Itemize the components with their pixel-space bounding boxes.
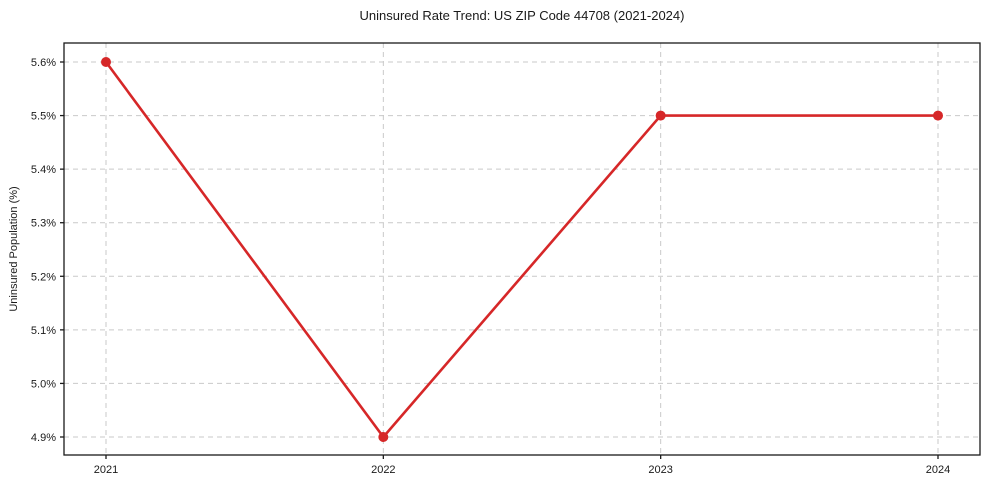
x-tick-label: 2021 (94, 464, 118, 476)
gridlines (64, 43, 980, 455)
y-axis-label: Uninsured Population (%) (8, 186, 20, 311)
trend-line (104, 60, 940, 439)
data-point (933, 110, 943, 121)
y-tick-label: 5.3% (31, 218, 56, 230)
plot-frame (63, 42, 981, 456)
x-tick-label: 2024 (926, 464, 950, 476)
axes-frame (63, 42, 981, 456)
y-tick-label: 4.9% (31, 432, 56, 444)
data-point (378, 432, 389, 442)
y-tick-label: 5.5% (31, 111, 56, 123)
data-point (101, 57, 111, 67)
x-tick-label: 2022 (371, 464, 395, 476)
y-tick-label: 5.1% (31, 325, 56, 337)
y-tick-label: 5.0% (31, 378, 56, 390)
data-series (101, 57, 943, 442)
x-tick-label: 2023 (648, 464, 672, 476)
chart-title: Uninsured Rate Trend: US ZIP Code 44708 … (360, 8, 685, 23)
y-tick-label: 5.6% (31, 57, 56, 69)
y-tick-label: 5.4% (31, 164, 56, 176)
data-point (655, 110, 666, 121)
axis-ticks: 2021 2022 2023 2024 4.9% 5.0% 5.1% 5.2% 5.3% 5.4%… (31, 57, 950, 476)
y-tick-label: 5.2% (31, 271, 56, 283)
